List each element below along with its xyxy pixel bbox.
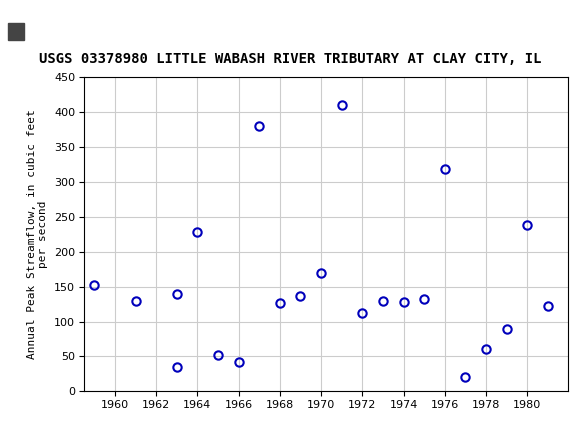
Text: USGS: USGS (48, 13, 112, 33)
Y-axis label: Annual Peak Streamflow, in cubic feet
per second: Annual Peak Streamflow, in cubic feet pe… (27, 110, 48, 359)
Text: USGS 03378980 LITTLE WABASH RIVER TRIBUTARY AT CLAY CITY, IL: USGS 03378980 LITTLE WABASH RIVER TRIBUT… (39, 52, 541, 66)
FancyBboxPatch shape (8, 5, 40, 40)
FancyBboxPatch shape (8, 23, 24, 40)
